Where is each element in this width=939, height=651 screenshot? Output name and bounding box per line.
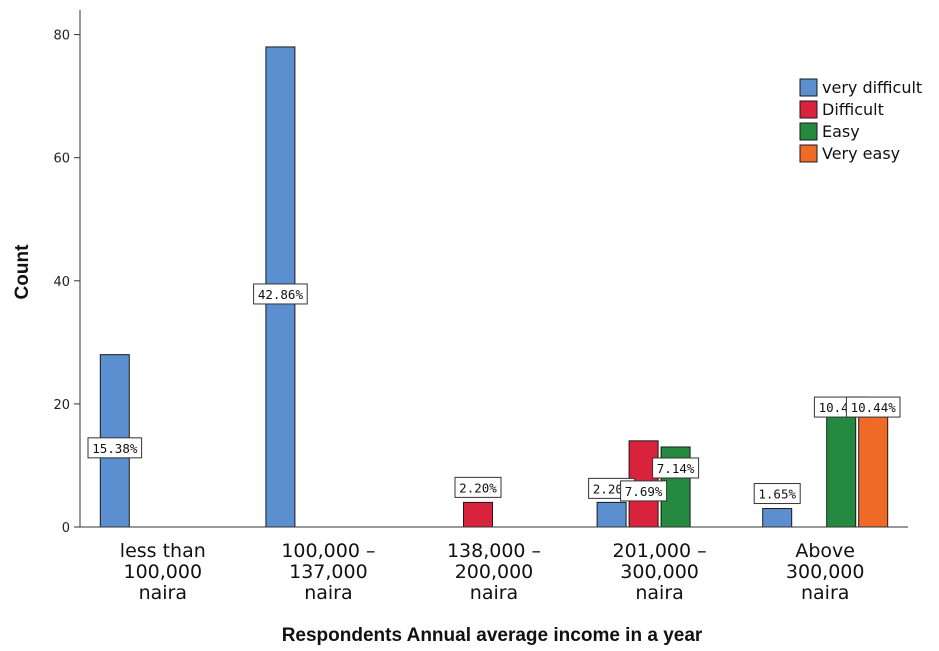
legend-entry: very difficult <box>822 78 922 97</box>
legend-swatch <box>799 100 818 119</box>
data-label-box <box>753 483 801 505</box>
y-tick-label: 20 <box>53 398 70 413</box>
x-tick-label-line: 300,000 <box>786 561 865 583</box>
y-axis: 0 20 40 60 80 <box>53 10 81 536</box>
data-label-box <box>845 396 901 418</box>
data-label-text: 10.44% <box>851 400 897 415</box>
data-label-box <box>253 283 308 305</box>
legend-entry: Difficult <box>822 100 884 119</box>
data-label-box <box>454 476 502 498</box>
data-label-box <box>652 457 700 479</box>
data-label: 1.65% <box>753 483 801 505</box>
legend-entry: Very easy <box>822 144 900 163</box>
bar-very-difficult <box>762 508 793 528</box>
x-tick-label-line: 200,000 <box>455 561 534 583</box>
data-label-box <box>620 480 668 502</box>
data-label: 7.69% <box>620 480 668 502</box>
data-label-text: 15.38% <box>92 441 138 456</box>
x-tick-label-line: naira <box>801 582 849 604</box>
y-axis-title: Count <box>12 244 33 300</box>
x-tick-label: 100,000 –137,000 naira <box>281 540 375 604</box>
x-axis-title: Respondents Annual average income in a y… <box>282 625 703 646</box>
bars <box>99 46 889 528</box>
legend-swatch <box>799 78 818 97</box>
data-label-box <box>87 437 143 459</box>
x-tick-label-line: 137,000 <box>289 561 368 583</box>
bar-difficult <box>463 501 493 528</box>
y-tick-label: 80 <box>53 29 70 44</box>
data-label-text: 7.14% <box>657 461 695 476</box>
x-tick-label-line: naira <box>304 582 352 604</box>
x-tick-label-line: naira <box>635 582 683 604</box>
data-label-text: 7.69% <box>625 484 663 499</box>
legend-entry: Easy <box>822 122 860 141</box>
x-tick-label-line: 100,000 <box>124 561 203 583</box>
y-tick-label: 40 <box>53 275 70 290</box>
x-tick-label-line: 300,000 <box>620 561 699 583</box>
data-label-text: 42.86% <box>258 287 304 302</box>
data-label-text: 1.65% <box>758 487 796 502</box>
x-tick-label: less than 100,000 naira <box>120 540 206 604</box>
data-label: 7.14% <box>652 457 700 479</box>
x-tick-label-line: 201,000 – <box>613 540 707 562</box>
x-tick-label: 201,000 –300,000 naira <box>613 540 707 604</box>
legend: very difficult Difficult Easy Very easy <box>799 78 922 163</box>
legend-swatch <box>799 122 818 141</box>
data-labels: 15.38%42.86%2.20% 2.20%7.69%7.14%1.65%10.… <box>87 283 901 505</box>
x-tick-label-line: 100,000 – <box>281 540 375 562</box>
data-label: 15.38% <box>87 437 143 459</box>
bar-very-easy <box>858 409 889 528</box>
x-tick-label-line: Above <box>795 540 855 562</box>
x-tick-label-line: naira <box>470 582 518 604</box>
data-label: 10.44% <box>845 396 901 418</box>
x-tick-label-line: less than <box>120 540 206 562</box>
y-tick-label: 60 <box>53 152 70 167</box>
data-label: 2.20% <box>454 476 502 498</box>
data-label-text: 2.20% <box>459 480 497 495</box>
data-label: 42.86% <box>253 283 308 305</box>
legend-swatch <box>799 144 818 163</box>
bar-easy <box>826 409 857 528</box>
x-tick-label-line: naira <box>139 582 187 604</box>
x-tick-label: 138,000 –200,000 naira <box>447 540 541 604</box>
bar-very-difficult <box>596 501 627 528</box>
y-tick-label: 0 <box>62 521 70 536</box>
x-tick-label: Above 300,000 naira <box>786 540 865 604</box>
x-tick-label-line: 138,000 – <box>447 540 541 562</box>
